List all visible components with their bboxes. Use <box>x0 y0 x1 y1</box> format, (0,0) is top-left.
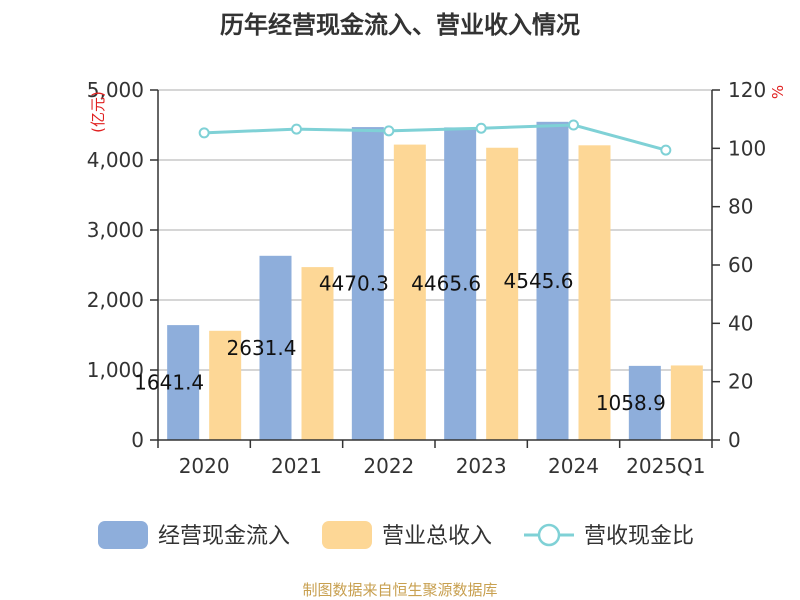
cash-inflow-bar <box>167 325 200 440</box>
revenue-bar <box>301 267 334 440</box>
left-tick-label: 2,000 <box>87 288 144 312</box>
revenue-bar <box>578 145 611 441</box>
right-tick-label: 40 <box>728 311 753 335</box>
x-tick-label: 2023 <box>456 454 507 478</box>
cash-inflow-bar <box>259 255 292 440</box>
cash-inflow-bar <box>628 365 661 440</box>
cash-inflow-data-label: 4545.6 <box>504 269 574 293</box>
source-footer: 制图数据来自恒生聚源数据库 <box>302 581 497 599</box>
ratio-point <box>568 119 579 131</box>
cash-inflow-bar <box>444 127 477 441</box>
legend-ratio-swatch-marker <box>537 523 561 547</box>
revenue-bar <box>670 365 703 440</box>
x-tick-label: 2025Q1 <box>626 454 705 478</box>
left-tick-label: 1,000 <box>87 358 144 382</box>
legend-revenue-swatch <box>322 521 372 549</box>
revenue-bar <box>209 330 242 440</box>
legend: 经营现金流入 营业总收入 营收现金比 <box>98 521 694 549</box>
legend-cash-inflow-swatch <box>98 521 148 549</box>
left-tick-label: 3,000 <box>87 218 144 242</box>
ratio-point <box>198 127 210 139</box>
cash-inflow-data-label: 2631.4 <box>227 336 297 360</box>
left-tick-label: 5,000 <box>87 78 144 102</box>
left-tick-label: 4,000 <box>87 148 144 172</box>
legend-cash-inflow-label: 经营现金流入 <box>158 524 290 549</box>
right-tick-label: 100 <box>728 136 766 160</box>
x-tick-label: 2021 <box>271 454 322 478</box>
x-tick-label: 2020 <box>179 454 230 478</box>
ratio-point <box>383 125 395 137</box>
revenue-bar <box>486 147 519 440</box>
chart-title: 历年经营现金流入、营业收入情况 <box>220 11 580 39</box>
right-tick-label: 80 <box>728 195 753 219</box>
ratio-point <box>660 144 672 156</box>
x-tick-label: 2024 <box>548 454 599 478</box>
right-tick-label: 120 <box>728 78 766 102</box>
cash-inflow-bar <box>536 121 569 441</box>
cash-inflow-data-label: 1058.9 <box>596 391 666 415</box>
data-labels: 1641.4 2631.4 4470.3 4465.6 4545.6 1058.9 <box>134 269 666 415</box>
right-tick-label: 20 <box>728 370 753 394</box>
cash-inflow-bar <box>351 127 384 440</box>
ratio-line <box>204 123 667 152</box>
x-tick-label: 2022 <box>363 454 414 478</box>
right-tick-label: 0 <box>728 428 741 452</box>
revenue-bar <box>393 144 426 440</box>
right-axis-unit: % <box>769 85 787 99</box>
bar-group <box>167 121 703 441</box>
left-tick-label: 0 <box>131 428 144 452</box>
left-axis-unit: (亿元) <box>89 91 107 133</box>
ratio-point <box>475 122 487 134</box>
axes: 5,000 4,000 3,000 2,000 1,000 0 120 100 80 60 40 20… <box>87 78 766 478</box>
right-tick-label: 60 <box>728 253 753 277</box>
ratio-point <box>291 123 302 135</box>
cash-inflow-data-label: 1641.4 <box>134 371 204 395</box>
cash-inflow-data-label: 4470.3 <box>319 272 389 296</box>
ratio-line-group <box>198 119 672 156</box>
legend-ratio-label: 营收现金比 <box>584 524 694 549</box>
grid <box>158 89 712 371</box>
cash-inflow-data-label: 4465.6 <box>411 272 481 296</box>
legend-revenue-label: 营业总收入 <box>382 524 492 549</box>
